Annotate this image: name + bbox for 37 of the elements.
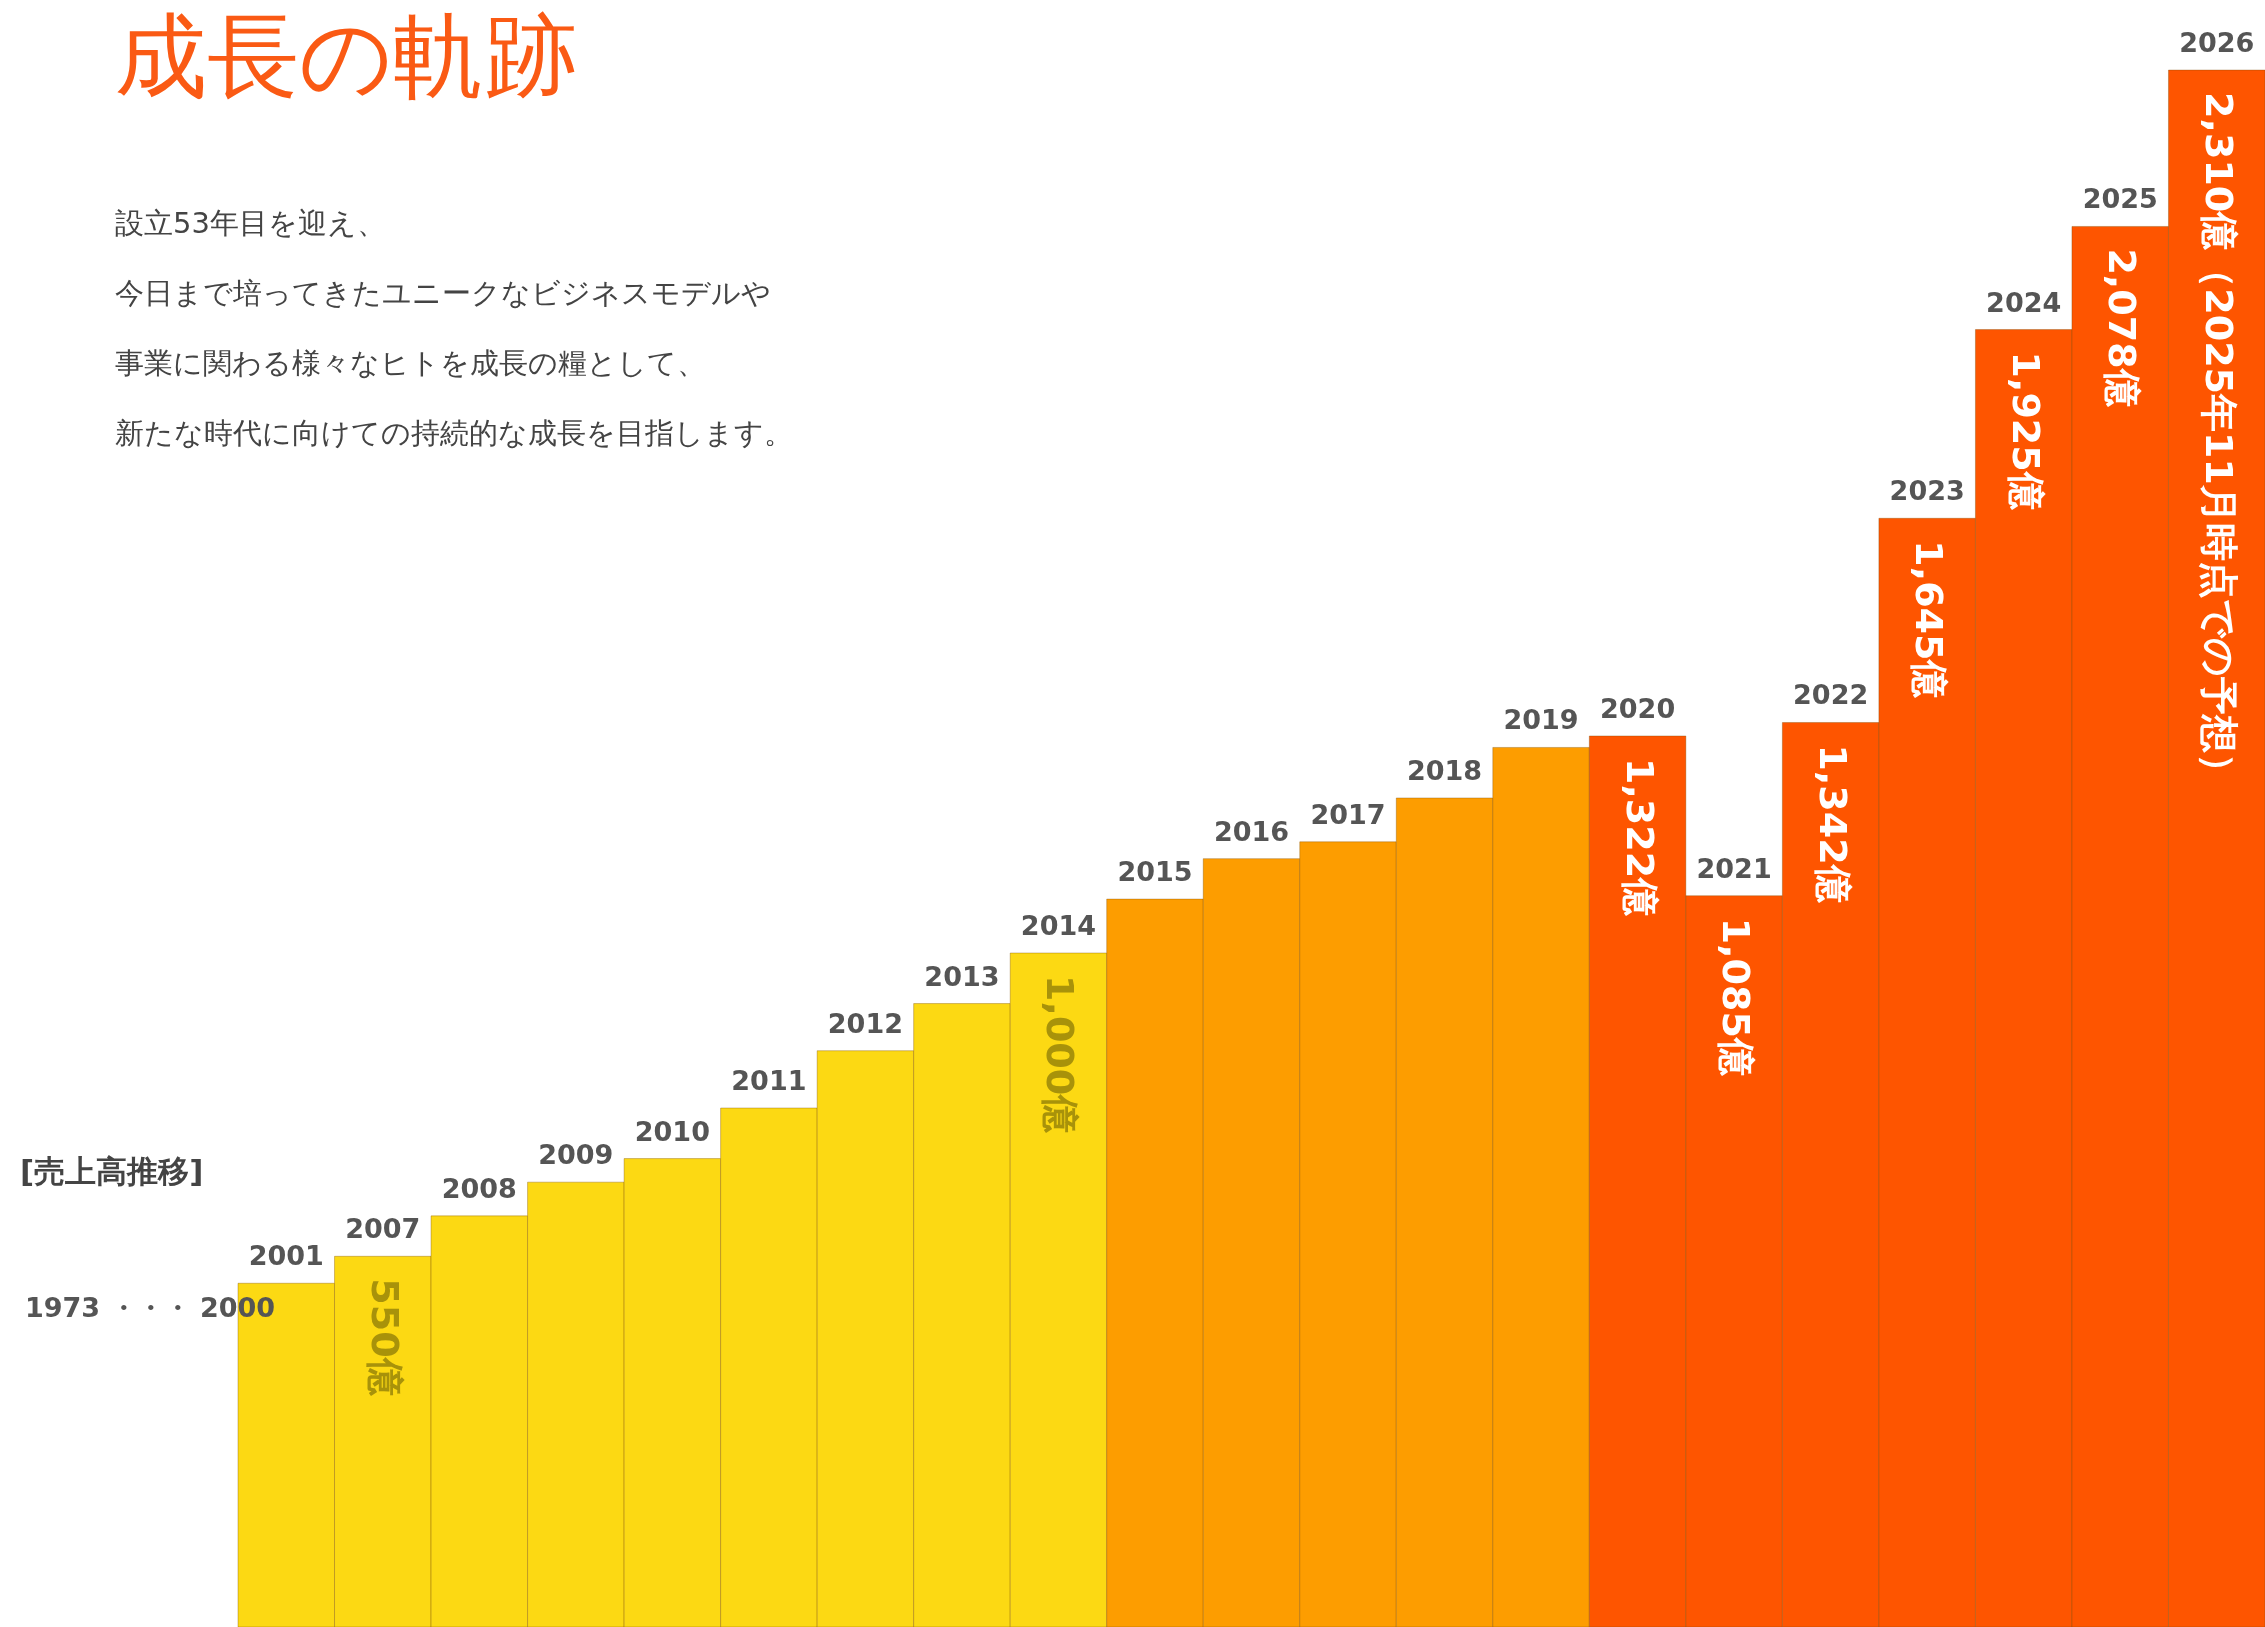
x-tick-label: 2022 [1793, 679, 1869, 711]
x-tick-label: 2013 [924, 960, 1000, 992]
x-tick-label: 2023 [1889, 475, 1965, 507]
annotation: 設立53年目を迎え、 [115, 206, 386, 240]
data-label: 1,645億 [1907, 540, 1952, 700]
text: [売上高推移] [20, 1153, 204, 1189]
x-tick-label: 2021 [1696, 852, 1772, 884]
annotation: 1973 ・・・ 2000 [25, 1292, 276, 1323]
x-tick-label: 2014 [1020, 910, 1097, 941]
annotation: 事業に関わる様々なヒトを成長の糧として、 [115, 346, 706, 380]
x-tick-label: 2001 [248, 1240, 324, 1272]
data-label: 1,342億 [1810, 744, 1855, 904]
annotation: 今日まで培ってきたユニークなビジネスモデルや [115, 276, 771, 310]
x-tick-label: 2015 [1117, 856, 1193, 888]
data-label: 1,000億 [1038, 975, 1083, 1135]
x-tick-label: 2011 [731, 1065, 807, 1097]
data-label: 2,078億 [2100, 248, 2145, 408]
x-tick-label: 2017 [1310, 798, 1386, 830]
x-tick-label: 2026 [2179, 27, 2255, 59]
data-label: 550億 [362, 1278, 407, 1397]
x-tick-label: 2012 [827, 1007, 903, 1039]
x-tick-label: 2020 [1600, 692, 1676, 724]
data-label: 1,085億 [1714, 917, 1759, 1077]
x-tick-label: 2007 [345, 1213, 421, 1245]
annotation: 新たな時代に向けての持続的な成長を目指します。 [115, 416, 793, 450]
x-tick-label: 2025 [2082, 183, 2158, 215]
data-label: 1,322億 [1617, 757, 1662, 918]
chart-title: 成長の軌跡 [115, 3, 577, 110]
data-label: 2,310億（2025年11月時点での予想） [2196, 92, 2241, 791]
x-tick-label: 2010 [634, 1115, 710, 1147]
data-label: 1,925億 [2003, 351, 2048, 511]
x-tick-label: 2018 [1406, 754, 1483, 786]
x-tick-label: 2008 [441, 1172, 517, 1204]
x-tick-label: 2009 [538, 1139, 614, 1171]
x-tick-label: 2024 [1986, 286, 2062, 318]
x-tick-label: 2019 [1503, 704, 1579, 736]
x-tick-label: 2016 [1213, 815, 1290, 847]
